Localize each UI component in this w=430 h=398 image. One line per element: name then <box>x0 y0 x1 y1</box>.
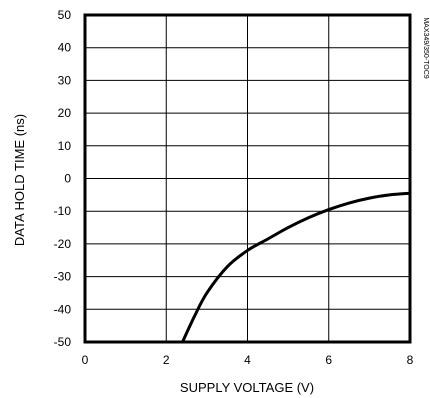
watermark-text: MAX349/350-TOC9 <box>422 17 429 78</box>
x-tick-label: 4 <box>244 353 251 367</box>
x-tick-label: 2 <box>163 353 170 367</box>
y-tick-label: -40 <box>54 302 72 316</box>
y-tick-label: 20 <box>58 106 72 120</box>
series-group <box>181 191 412 344</box>
y-tick-label: 40 <box>58 41 72 55</box>
y-axis-label: DATA HOLD TIME (ns) <box>12 114 27 246</box>
x-tick-labels: 0 2 4 6 8 <box>82 353 414 367</box>
y-tick-label: -30 <box>54 270 72 284</box>
plot-border <box>83 13 412 344</box>
y-tick-label: -10 <box>54 204 72 218</box>
x-axis-label: SUPPLY VOLTAGE (V) <box>180 380 314 395</box>
y-tick-label: 0 <box>64 172 71 186</box>
x-tick-label: 8 <box>407 353 414 367</box>
y-tick-label: 50 <box>58 8 72 22</box>
x-tick-label: 6 <box>325 353 332 367</box>
x-tick-label: 0 <box>82 353 89 367</box>
y-tick-label: -50 <box>54 335 72 349</box>
grid-lines <box>85 15 410 342</box>
y-tick-labels: 50 40 30 20 10 0 -10 -20 -30 -40 -50 <box>54 8 72 349</box>
plot-frame <box>83 13 412 344</box>
y-tick-label: 10 <box>58 139 72 153</box>
y-tick-label: -20 <box>54 237 72 251</box>
series-line <box>181 191 412 344</box>
y-tick-label: 30 <box>58 73 72 87</box>
